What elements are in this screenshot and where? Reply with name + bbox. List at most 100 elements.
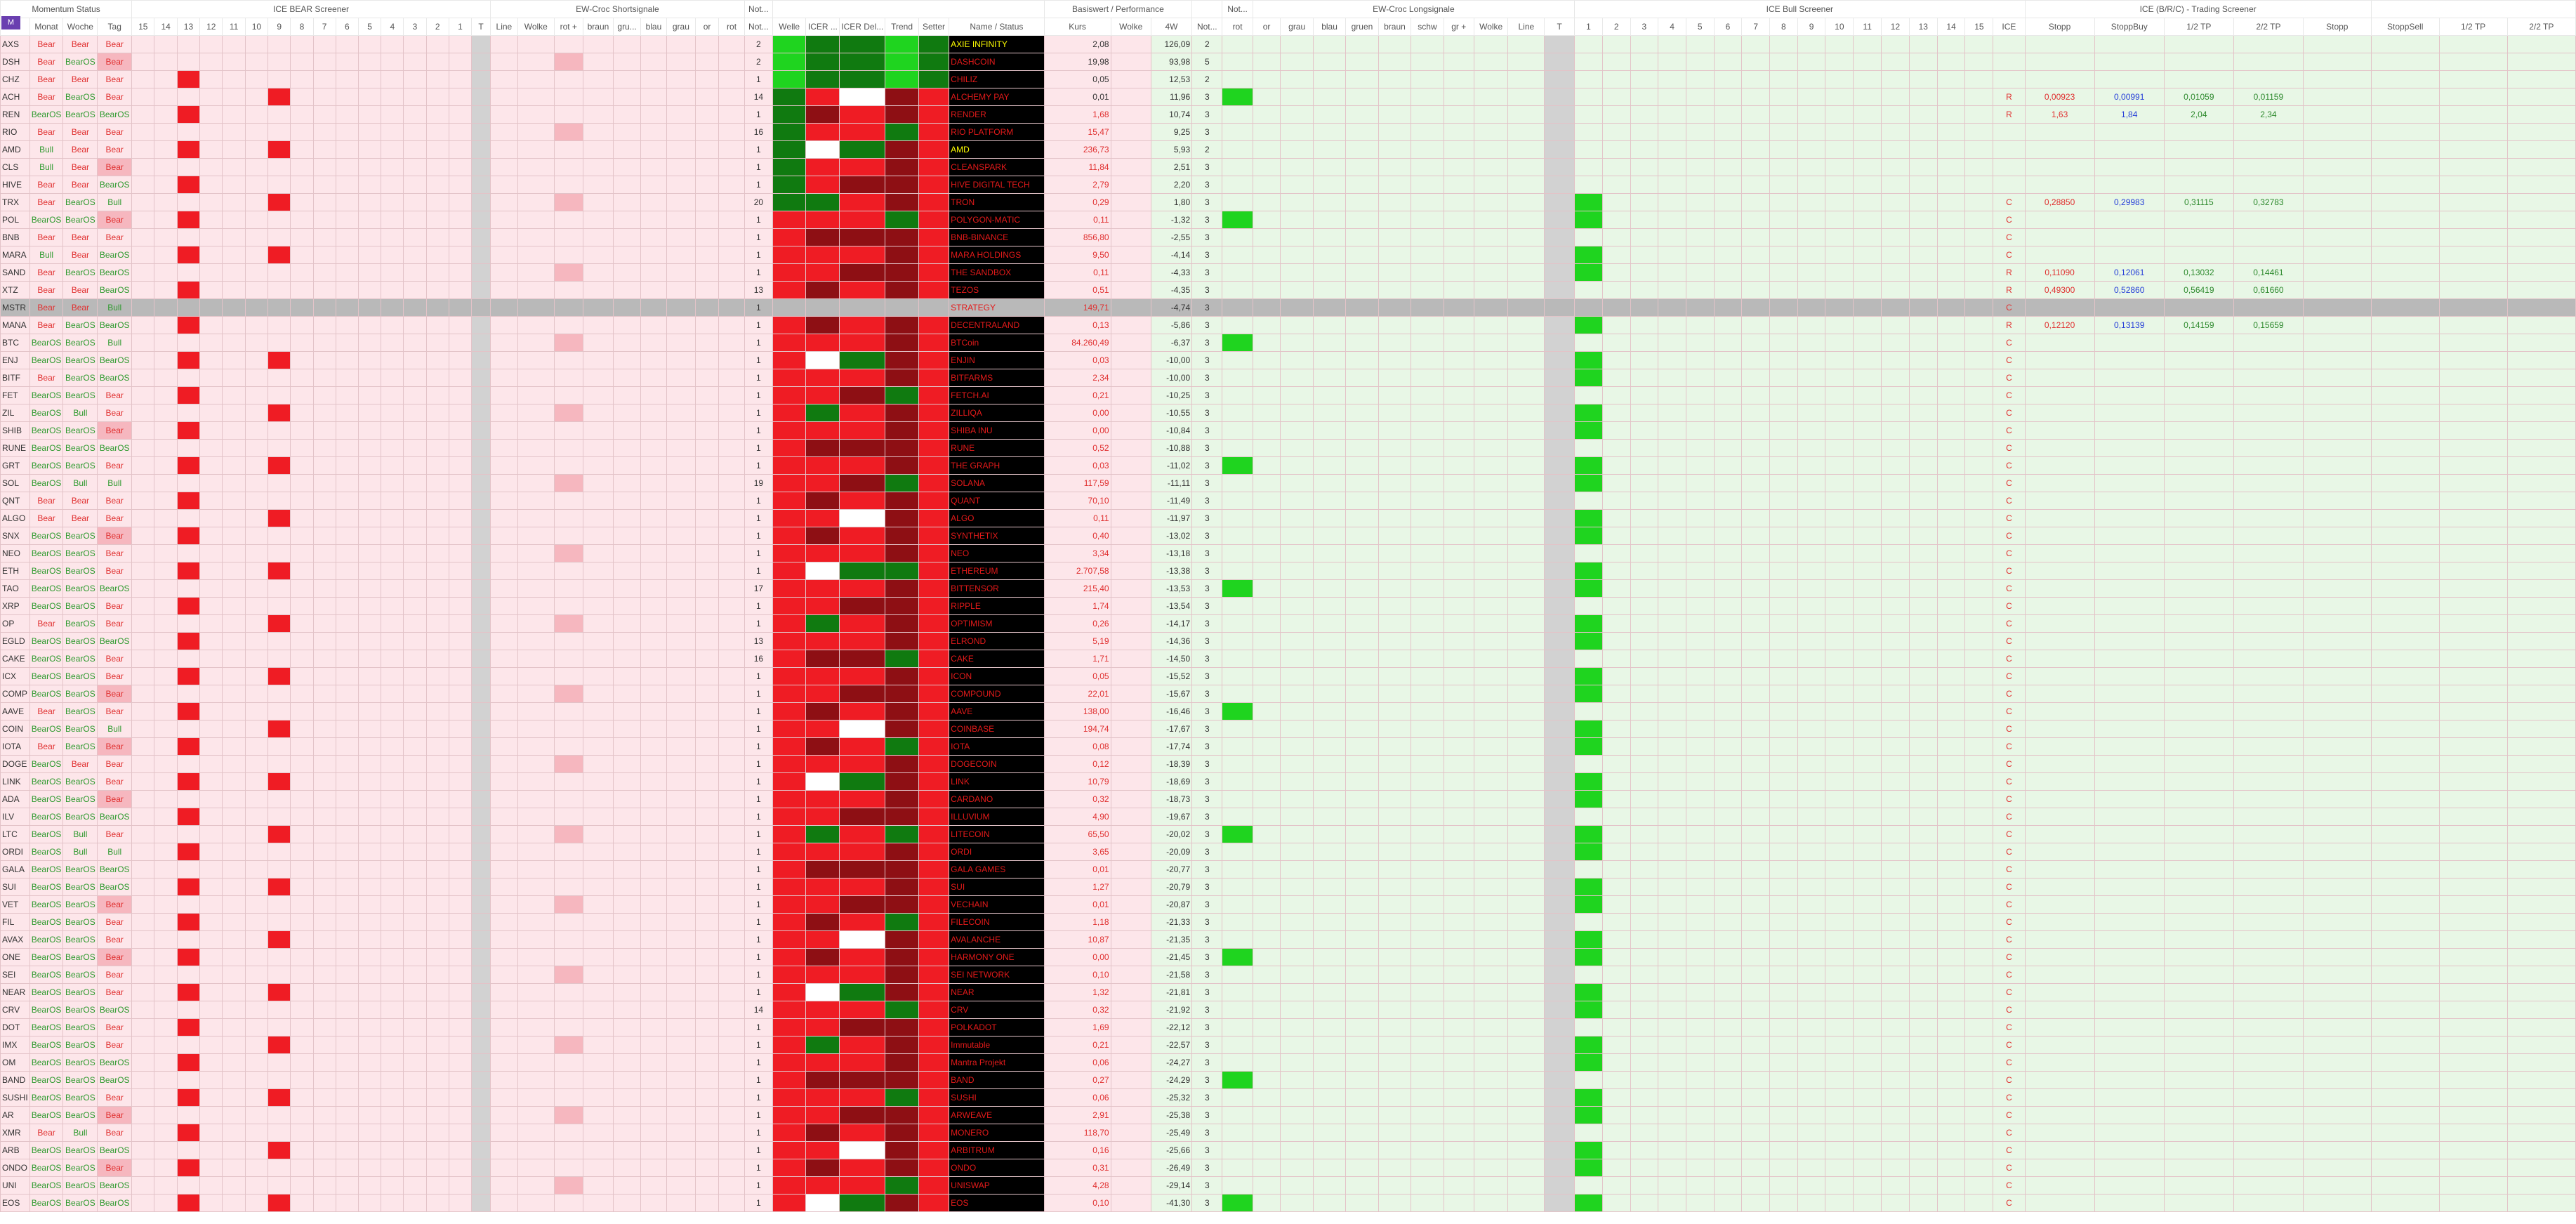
- tp1-cell[interactable]: [2163, 334, 2234, 352]
- shortsignal-cell[interactable]: [718, 246, 745, 264]
- trade-sell-cell[interactable]: [2438, 492, 2508, 510]
- bear-screener-cell[interactable]: [448, 790, 473, 808]
- longsignal-cell[interactable]: [1411, 966, 1444, 984]
- tp1-cell[interactable]: [2163, 930, 2234, 949]
- tp1-cell[interactable]: [2163, 298, 2234, 317]
- not-cell[interactable]: 1: [744, 948, 773, 966]
- bear-screener-cell[interactable]: [154, 298, 178, 317]
- not-cell[interactable]: 1: [744, 1088, 773, 1107]
- monat-cell[interactable]: Bear: [29, 176, 64, 194]
- table-row[interactable]: SUI BearOS BearOS BearOS 1 SUI 1,27 -20,79 3 C: [0, 878, 2576, 896]
- wolke-cell[interactable]: [517, 544, 555, 562]
- stopp-cell[interactable]: [2024, 720, 2095, 738]
- column-header[interactable]: 6: [1713, 18, 1743, 36]
- bull-screener-cell[interactable]: [1769, 439, 1798, 457]
- bear-screener-cell[interactable]: [244, 1088, 269, 1107]
- longsignal-cell[interactable]: [1411, 492, 1444, 510]
- welle-cell[interactable]: [772, 1001, 807, 1019]
- longsignal-cell[interactable]: [1378, 351, 1412, 369]
- shortsignal-cell[interactable]: [640, 316, 667, 334]
- bear-screener-cell[interactable]: [425, 527, 449, 545]
- ice-cell[interactable]: C: [1993, 632, 2026, 650]
- woche-cell[interactable]: BearOS: [62, 930, 98, 949]
- shortsignal-cell[interactable]: [694, 369, 720, 387]
- bear-screener-cell[interactable]: [357, 983, 382, 1001]
- symbol-cell[interactable]: TRX: [0, 193, 30, 211]
- setter-cell[interactable]: [918, 1001, 950, 1019]
- bear-screener-cell[interactable]: [222, 334, 246, 352]
- bear-screener-cell[interactable]: [222, 263, 246, 282]
- wolke-cell[interactable]: [517, 246, 555, 264]
- rot-plus-cell[interactable]: [553, 1053, 583, 1072]
- tag-cell[interactable]: Bear: [97, 404, 133, 422]
- bull-screener-cell[interactable]: [1713, 983, 1743, 1001]
- 4w-perf-cell[interactable]: 10,74: [1150, 105, 1193, 124]
- bear-screener-cell[interactable]: [199, 772, 223, 791]
- bull-screener-cell[interactable]: [1769, 421, 1798, 440]
- bull-screener-cell[interactable]: [1630, 474, 1659, 492]
- monat-cell[interactable]: BearOS: [29, 211, 64, 229]
- 4w-perf-cell[interactable]: -20,79: [1150, 878, 1193, 896]
- bear-screener-cell[interactable]: [199, 281, 223, 299]
- bear-screener-cell[interactable]: [448, 667, 473, 685]
- trade-sell-cell[interactable]: [2438, 334, 2508, 352]
- bull-screener-cell[interactable]: [1797, 597, 1826, 615]
- longsignal-cell[interactable]: [1312, 1159, 1347, 1177]
- welle-cell[interactable]: [772, 930, 807, 949]
- woche-cell[interactable]: Bear: [62, 35, 98, 53]
- shortsignal-cell[interactable]: [666, 632, 696, 650]
- stoppbuy-cell[interactable]: [2094, 614, 2165, 633]
- bear-screener-cell[interactable]: [312, 1053, 336, 1072]
- bull-screener-cell[interactable]: [1964, 474, 1994, 492]
- woche-cell[interactable]: Bear: [62, 70, 98, 88]
- longsignal-cell[interactable]: [1411, 948, 1444, 966]
- symbol-cell[interactable]: SHIB: [0, 421, 30, 440]
- not2-cell[interactable]: 3: [1191, 246, 1223, 264]
- longsignal-cell[interactable]: [1345, 158, 1379, 176]
- tag-cell[interactable]: Bear: [97, 527, 133, 545]
- bull-screener-cell[interactable]: [1853, 1071, 1882, 1089]
- not2-cell[interactable]: 3: [1191, 316, 1223, 334]
- tp1-cell[interactable]: [2163, 1106, 2234, 1124]
- longsignal-cell[interactable]: [1411, 88, 1444, 106]
- longsignal-cell[interactable]: [1345, 895, 1379, 914]
- icer-delta-cell[interactable]: [839, 632, 886, 650]
- bear-screener-cell[interactable]: [176, 860, 201, 878]
- bull-screener-cell[interactable]: [1685, 1088, 1715, 1107]
- t-long-cell[interactable]: [1544, 351, 1576, 369]
- bear-screener-cell[interactable]: [222, 1018, 246, 1037]
- stoppbuy-cell[interactable]: [2094, 650, 2165, 668]
- bear-screener-cell[interactable]: [290, 421, 314, 440]
- longsignal-cell[interactable]: [1443, 211, 1474, 229]
- not2-cell[interactable]: 3: [1191, 579, 1223, 598]
- bull-screener-cell[interactable]: [1713, 211, 1743, 229]
- t-cell[interactable]: [471, 105, 491, 124]
- trade-sell-cell[interactable]: [2438, 650, 2508, 668]
- longsignal-cell[interactable]: [1252, 527, 1281, 545]
- not-cell[interactable]: 1: [744, 895, 773, 914]
- shortsignal-cell[interactable]: [613, 983, 642, 1001]
- line-cell[interactable]: [489, 948, 518, 966]
- tag-cell[interactable]: Bear: [97, 930, 133, 949]
- bear-screener-cell[interactable]: [131, 895, 155, 914]
- bear-screener-cell[interactable]: [176, 790, 201, 808]
- icer-delta-cell[interactable]: [839, 316, 886, 334]
- bear-screener-cell[interactable]: [425, 70, 449, 88]
- bear-screener-cell[interactable]: [357, 439, 382, 457]
- shortsignal-cell[interactable]: [613, 948, 642, 966]
- bear-screener-cell[interactable]: [176, 808, 201, 826]
- bear-screener-cell[interactable]: [403, 246, 427, 264]
- bull-screener-cell[interactable]: [1853, 492, 1882, 510]
- longsignal-cell[interactable]: [1443, 632, 1474, 650]
- bull-screener-cell[interactable]: [1853, 632, 1882, 650]
- bull-screener-cell[interactable]: [1601, 562, 1631, 580]
- bear-screener-cell[interactable]: [267, 123, 291, 141]
- t-cell[interactable]: [471, 263, 491, 282]
- bear-screener-cell[interactable]: [425, 948, 449, 966]
- bull-screener-cell[interactable]: [1630, 70, 1659, 88]
- trade-sell-cell[interactable]: [2438, 825, 2508, 843]
- shortsignal-cell[interactable]: [613, 755, 642, 773]
- t-cell[interactable]: [471, 737, 491, 756]
- symbol-cell[interactable]: AAVE: [0, 702, 30, 720]
- bull-screener-cell[interactable]: [1685, 966, 1715, 984]
